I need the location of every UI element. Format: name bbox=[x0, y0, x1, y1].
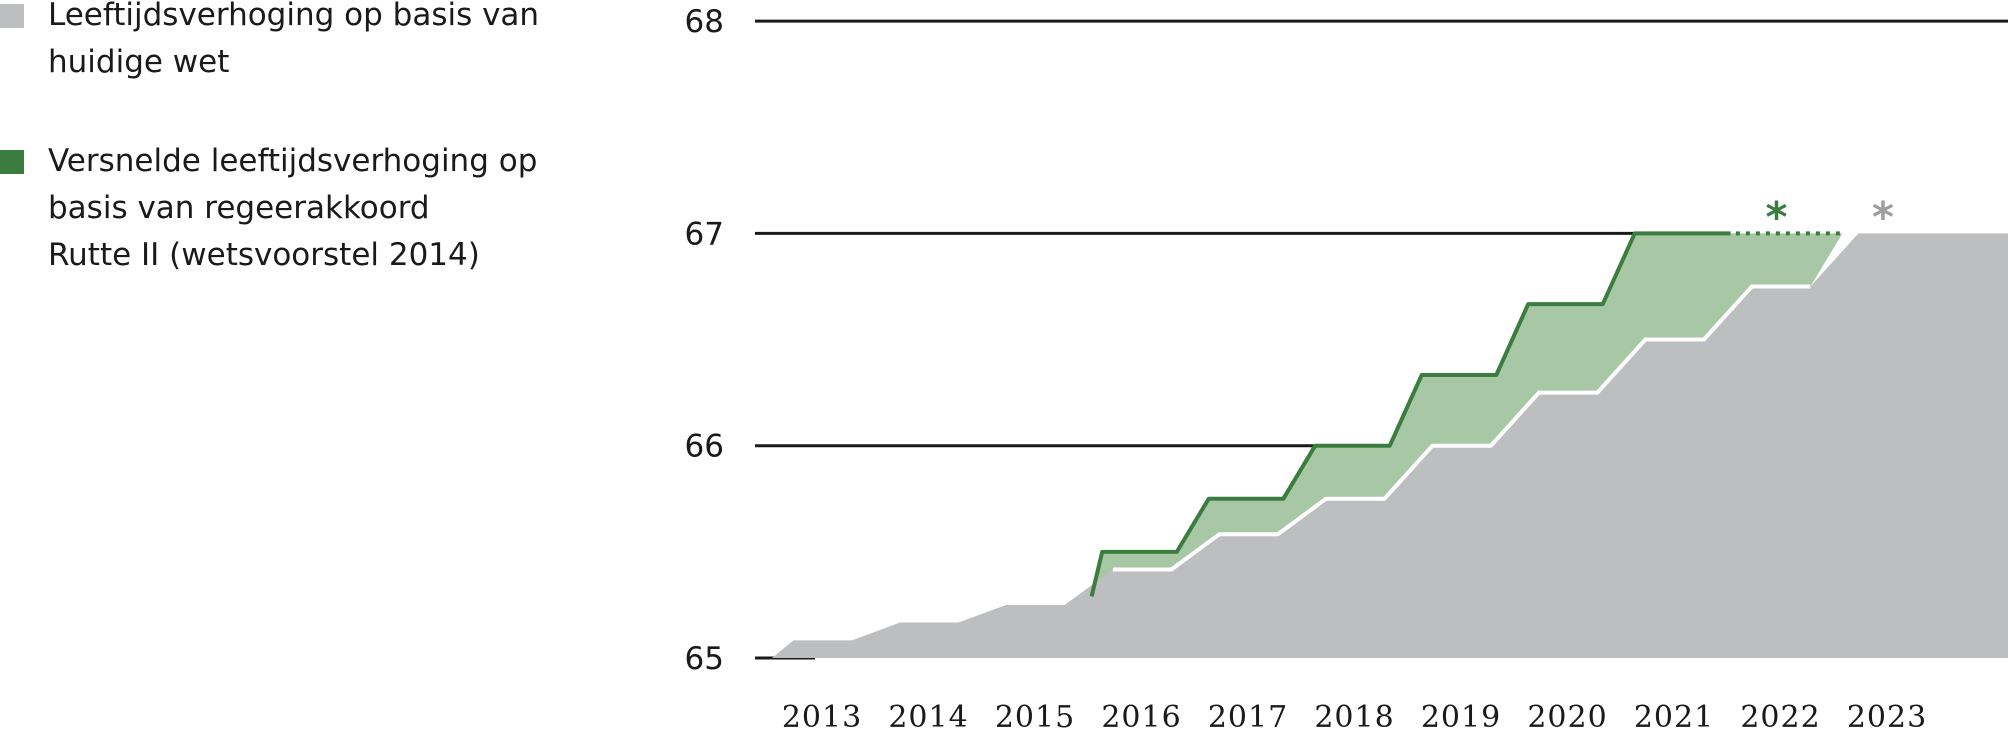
legend-swatch bbox=[0, 150, 24, 174]
y-tick-label: 68 bbox=[685, 4, 724, 40]
x-tick-label: 2022 bbox=[1740, 700, 1820, 733]
x-tick-label: 2019 bbox=[1421, 700, 1501, 733]
series-lines bbox=[1089, 231, 1843, 597]
x-tick-label: 2015 bbox=[995, 700, 1075, 733]
x-tick-label: 2014 bbox=[888, 700, 968, 733]
x-tick-label: 2020 bbox=[1527, 700, 1607, 733]
current-law-edge bbox=[1112, 284, 1811, 572]
accelerated-asterisk: * bbox=[1766, 192, 1788, 241]
legend-label: Versnelde leeftijdsverhoging op basis van… bbox=[48, 138, 538, 279]
accelerated-area bbox=[1091, 233, 1843, 597]
legend-swatch bbox=[0, 4, 24, 28]
legend-label-line: Rutte II (wetsvoorstel 2014) bbox=[48, 237, 480, 273]
x-tick-label: 2021 bbox=[1634, 700, 1714, 733]
legend-label: Leeftijdsverhoging op basis van huidige w… bbox=[48, 0, 540, 86]
y-axis-ticks: 65 66 67 68 bbox=[685, 4, 724, 677]
y-tick-label: 66 bbox=[685, 429, 724, 465]
annotations: * * bbox=[1766, 192, 1895, 241]
x-tick-label: 2023 bbox=[1847, 700, 1927, 733]
y-tick-label: 67 bbox=[685, 216, 724, 252]
accelerated-line bbox=[1089, 231, 1731, 597]
legend-label-line: huidige wet bbox=[48, 44, 230, 80]
x-tick-label: 2017 bbox=[1208, 700, 1288, 733]
x-axis-ticks: 2013 2014 2015 2016 2017 2018 2019 2020 2021 2022… bbox=[782, 700, 1927, 733]
x-tick-label: 2016 bbox=[1101, 700, 1181, 733]
legend-label-line: basis van regeerakkoord bbox=[48, 190, 430, 226]
current-law-asterisk: * bbox=[1872, 192, 1894, 241]
legend-label-line: Versnelde leeftijdsverhoging op bbox=[48, 143, 538, 179]
legend-label-line: Leeftijdsverhoging op basis van bbox=[48, 0, 540, 33]
y-tick-label: 65 bbox=[685, 641, 724, 677]
x-tick-label: 2013 bbox=[782, 700, 862, 733]
areas bbox=[772, 233, 2008, 658]
x-tick-label: 2018 bbox=[1314, 700, 1394, 733]
